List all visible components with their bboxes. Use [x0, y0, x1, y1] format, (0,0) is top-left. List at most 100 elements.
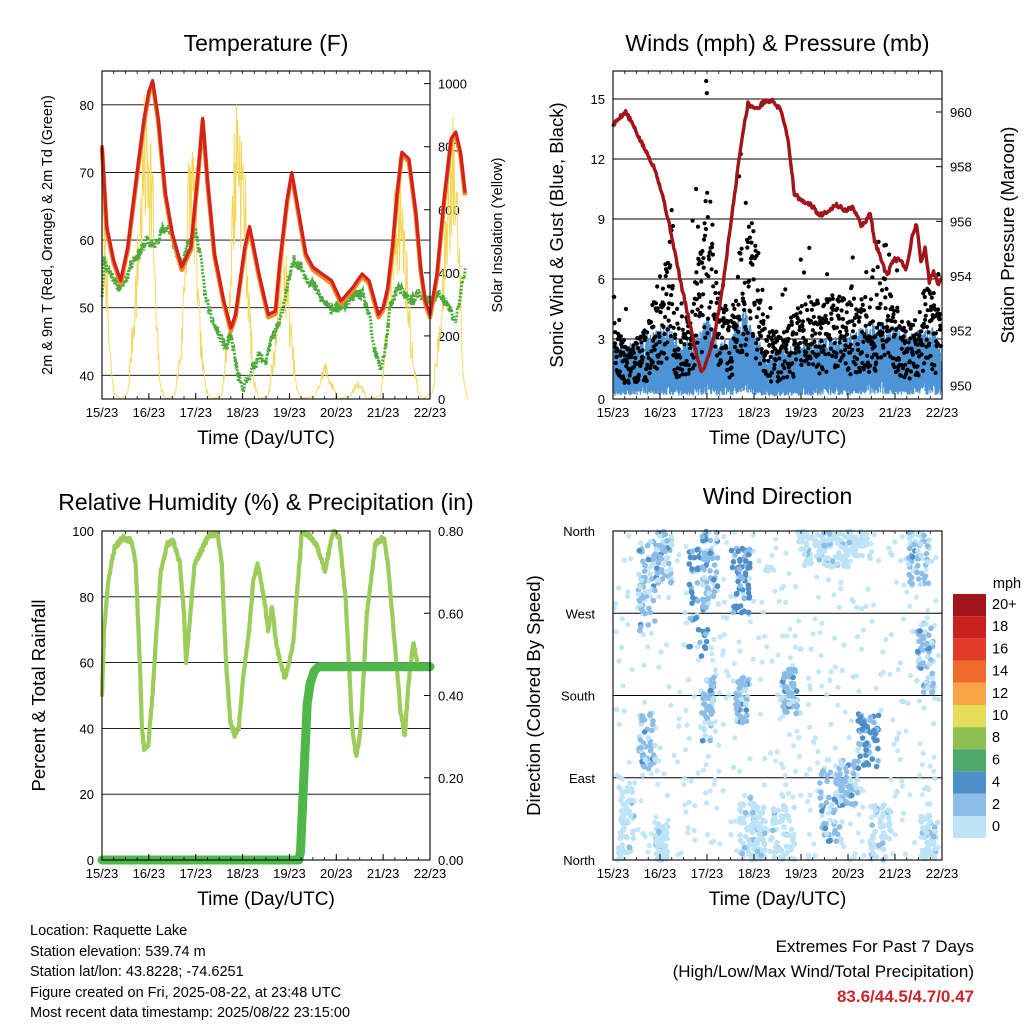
direction-point	[737, 832, 743, 838]
direction-point	[637, 737, 644, 743]
gust-point	[640, 355, 646, 360]
gust-point	[928, 291, 933, 296]
gust-point	[896, 368, 901, 373]
gust-point	[863, 295, 868, 300]
gust-point	[834, 351, 839, 356]
direction-point	[720, 652, 726, 658]
direction-point	[660, 528, 667, 535]
gust-point	[824, 317, 829, 322]
direction-point	[664, 537, 670, 544]
gust-point	[695, 307, 700, 312]
x-tick-label: 15/23	[597, 866, 630, 881]
direction-point	[756, 558, 762, 564]
gust-point	[875, 355, 881, 360]
direction-point	[739, 850, 745, 857]
direction-point	[787, 626, 793, 632]
direction-point	[878, 824, 884, 830]
gust-point	[709, 267, 714, 272]
legend-label: 6	[992, 752, 1000, 768]
direction-point	[909, 554, 916, 560]
x-axis-label: Time (Day/UTC)	[709, 428, 847, 449]
direction-point	[914, 677, 920, 684]
direction-point	[931, 768, 937, 774]
gust-point	[699, 279, 704, 284]
gust-point	[657, 334, 662, 339]
direction-point	[873, 763, 880, 770]
direction-point	[905, 561, 912, 567]
direction-point	[640, 830, 646, 837]
gust-point	[796, 345, 801, 350]
direction-point	[619, 616, 625, 622]
gust-point	[922, 361, 927, 366]
gust-point	[658, 310, 663, 315]
gust-point	[657, 274, 663, 279]
direction-point	[922, 629, 928, 635]
direction-point	[732, 552, 738, 558]
direction-point	[885, 807, 892, 813]
extremes-box: Extremes For Past 7 Days (High/Low/Max W…	[673, 934, 974, 1009]
x-tick-label: 17/23	[179, 405, 212, 420]
direction-point	[759, 659, 765, 665]
gust-point	[690, 309, 695, 314]
gust-point	[759, 347, 764, 352]
direction-point	[928, 625, 934, 632]
direction-point	[747, 756, 753, 762]
x-tick-label: 19/23	[785, 866, 818, 881]
gust-point	[877, 281, 883, 286]
direction-point	[616, 585, 622, 591]
direction-point	[932, 775, 938, 782]
gust-point	[854, 370, 859, 375]
direction-point	[870, 719, 877, 726]
gust-point	[869, 355, 875, 360]
gust-point	[700, 260, 705, 265]
y2-tick-label: 0.40	[438, 689, 463, 704]
gust-point	[863, 323, 868, 328]
gust-point	[791, 374, 796, 379]
chart-title: Relative Humidity (%) & Precipitation (i…	[58, 489, 473, 515]
direction-point	[745, 585, 752, 592]
gust-point	[854, 312, 859, 317]
legend-swatch	[953, 749, 986, 772]
gust-point	[732, 306, 737, 311]
gust-point	[729, 359, 734, 364]
gust-point	[903, 362, 908, 367]
gust-point	[754, 314, 759, 320]
gust-point	[615, 346, 620, 352]
direction-point	[828, 563, 834, 570]
direction-point	[803, 530, 810, 536]
gust-point	[753, 356, 759, 361]
direction-point	[729, 564, 736, 571]
gust-point	[878, 301, 883, 306]
direction-point	[837, 552, 843, 559]
direction-point	[689, 600, 695, 606]
direction-point	[641, 729, 648, 735]
direction-point	[825, 577, 832, 583]
gust-point	[880, 330, 885, 335]
direction-point	[702, 645, 709, 652]
gust-point	[690, 218, 695, 223]
gust-point	[797, 328, 802, 333]
gust-point	[868, 335, 873, 340]
direction-point	[762, 567, 768, 573]
direction-point	[683, 590, 689, 596]
gust-point	[702, 325, 707, 330]
direction-point	[730, 678, 736, 684]
direction-point	[616, 784, 622, 791]
direction-point	[716, 690, 723, 696]
direction-point	[900, 810, 907, 816]
gust-point	[794, 331, 799, 336]
gust-point	[919, 329, 924, 334]
direction-point	[918, 819, 924, 825]
gust-point	[734, 337, 740, 343]
gust-point	[664, 269, 670, 275]
gust-point	[747, 278, 752, 283]
direction-point	[927, 763, 933, 769]
direction-point	[652, 756, 658, 763]
gust-point	[751, 229, 756, 234]
gust-point	[837, 294, 842, 299]
direction-point	[766, 827, 772, 833]
direction-point	[702, 550, 708, 557]
direction-point	[757, 836, 764, 842]
direction-point	[754, 804, 761, 810]
direction-point	[862, 539, 869, 546]
